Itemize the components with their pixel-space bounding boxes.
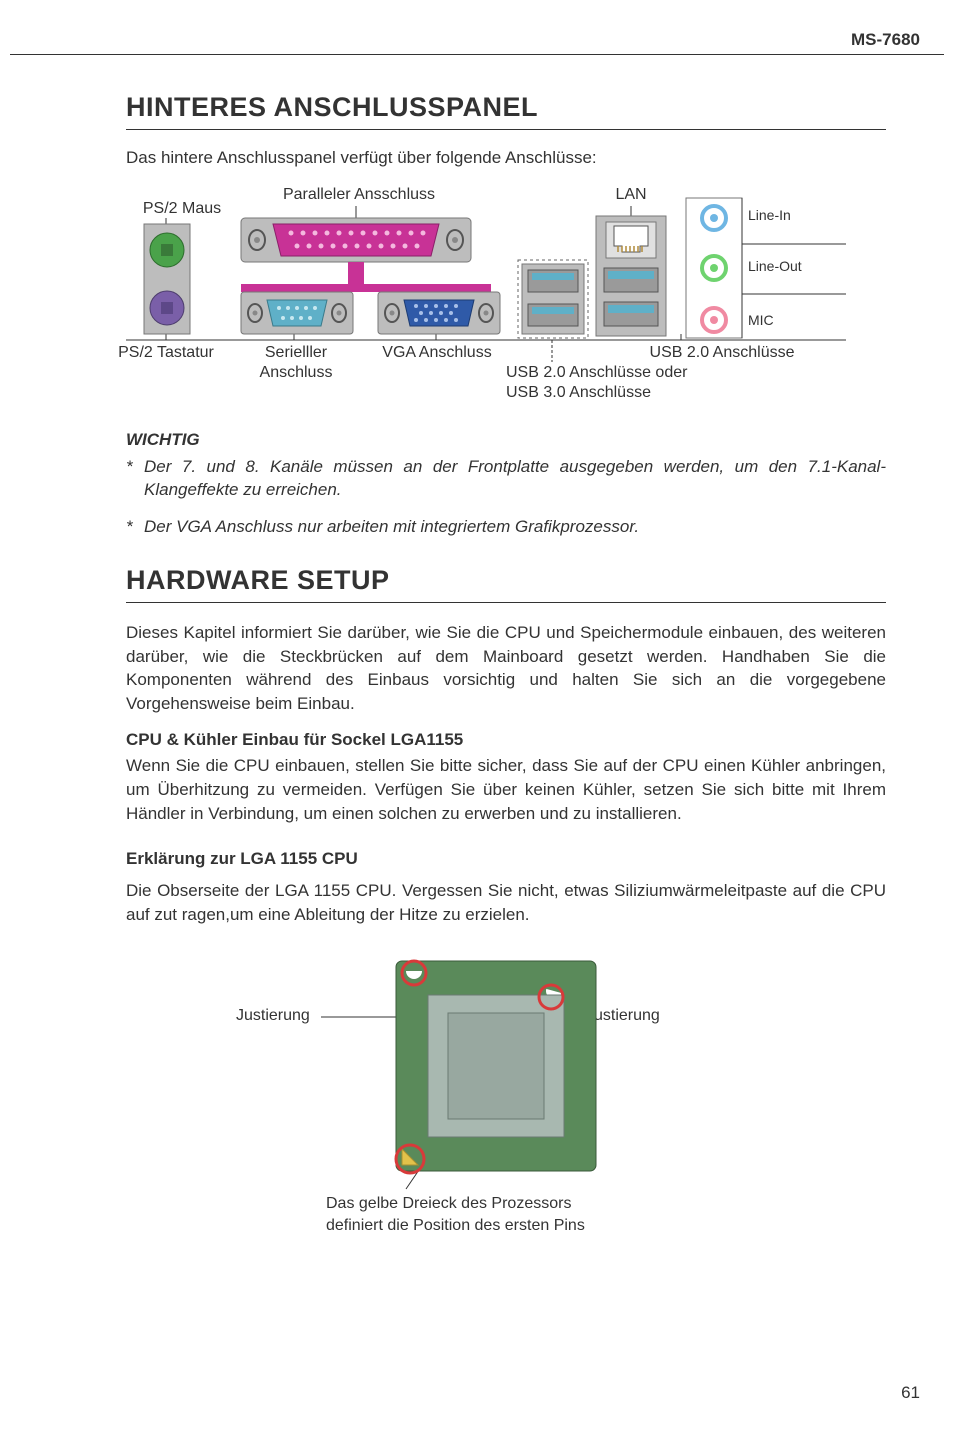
note-1-text: Der 7. und 8. Kanäle müssen an der Front… (144, 456, 886, 502)
hardware-intro: Dieses Kapitel informiert Sie darüber, w… (126, 621, 886, 716)
diagram-svg (126, 192, 886, 412)
subheading-cpu-cooler: CPU & Kühler Einbau für Sockel LGA1155 (126, 730, 886, 750)
section-heading-rear-panel: HINTERES ANSCHLUSSPANEL (126, 92, 886, 123)
wichtig-title: WICHTIG (126, 430, 886, 450)
subheading-lga1155: Erklärung zur LGA 1155 CPU (126, 849, 886, 869)
content-area: HINTERES ANSCHLUSSPANEL Das hintere Ansc… (126, 92, 886, 1241)
page-number: 61 (901, 1383, 920, 1403)
note-2: * Der VGA Anschluss nur arbeiten mit int… (126, 516, 886, 539)
page-frame: MS-7680 HINTERES ANSCHLUSSPANEL Das hint… (10, 10, 944, 1421)
header-rule (10, 54, 944, 55)
model-number: MS-7680 (851, 30, 920, 50)
cpu-diagram: Justierung Justierung Das gelbe Dreieck … (126, 941, 886, 1241)
heading-rule-2 (126, 602, 886, 603)
note-1: * Der 7. und 8. Kanäle müssen an der Fro… (126, 456, 886, 502)
asterisk-icon: * (126, 516, 144, 539)
lga1155-text: Die Obserseite der LGA 1155 CPU. Vergess… (126, 879, 886, 927)
section-heading-hardware: HARDWARE SETUP (126, 565, 886, 596)
note-2-text: Der VGA Anschluss nur arbeiten mit integ… (144, 516, 639, 539)
cpu-svg (126, 941, 886, 1241)
intro-text: Das hintere Anschlusspanel verfügt über … (126, 148, 886, 168)
heading-rule (126, 129, 886, 130)
cpu-cooler-text: Wenn Sie die CPU einbauen, stellen Sie b… (126, 754, 886, 825)
rear-panel-diagram: PS/2 Maus Paralleler Ansschluss LAN Line… (126, 192, 886, 412)
asterisk-icon: * (126, 456, 144, 502)
